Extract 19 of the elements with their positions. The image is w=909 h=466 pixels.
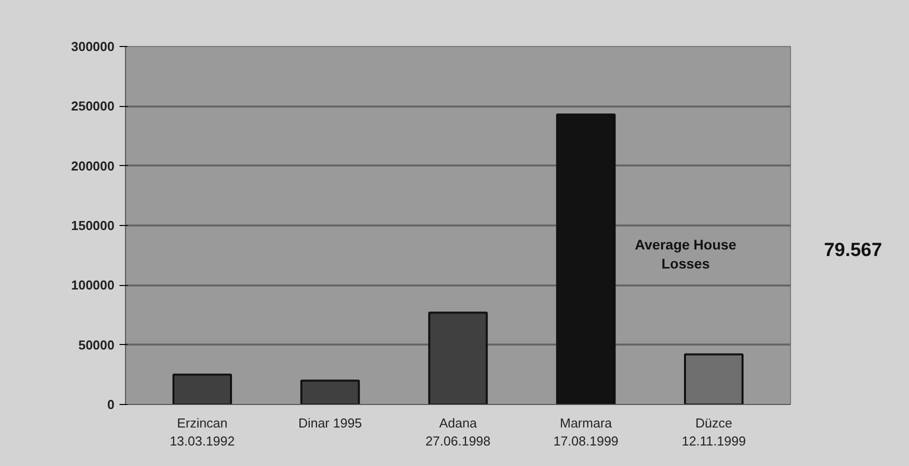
bar [172,374,232,404]
y-tick-label: 150000 [71,218,115,233]
x-tick-label: Dinar 1995 [298,416,362,430]
x-tick-label: Erzincan 13.03.1992 [170,416,235,448]
annotation: Average House Losses [634,236,737,272]
text: 79.567 [824,239,882,263]
bar [556,114,616,404]
bar [428,312,488,404]
x-tick-label: Adana 27.06.1998 [425,416,491,448]
bar [684,353,744,404]
x-tick-label: Düzce 12.11.1999 [682,416,746,448]
bar [300,380,360,404]
y-tick-label: 100000 [71,278,115,293]
y-tick-label: 250000 [71,98,115,114]
y-tick-label: 0 [107,397,115,412]
y-tick-label: 200000 [71,158,115,174]
x-tick-label: Marmara 17.08.1999 [553,416,618,448]
y-tick-label: 300000 [71,39,115,54]
y-tick-label: 50000 [78,337,115,352]
